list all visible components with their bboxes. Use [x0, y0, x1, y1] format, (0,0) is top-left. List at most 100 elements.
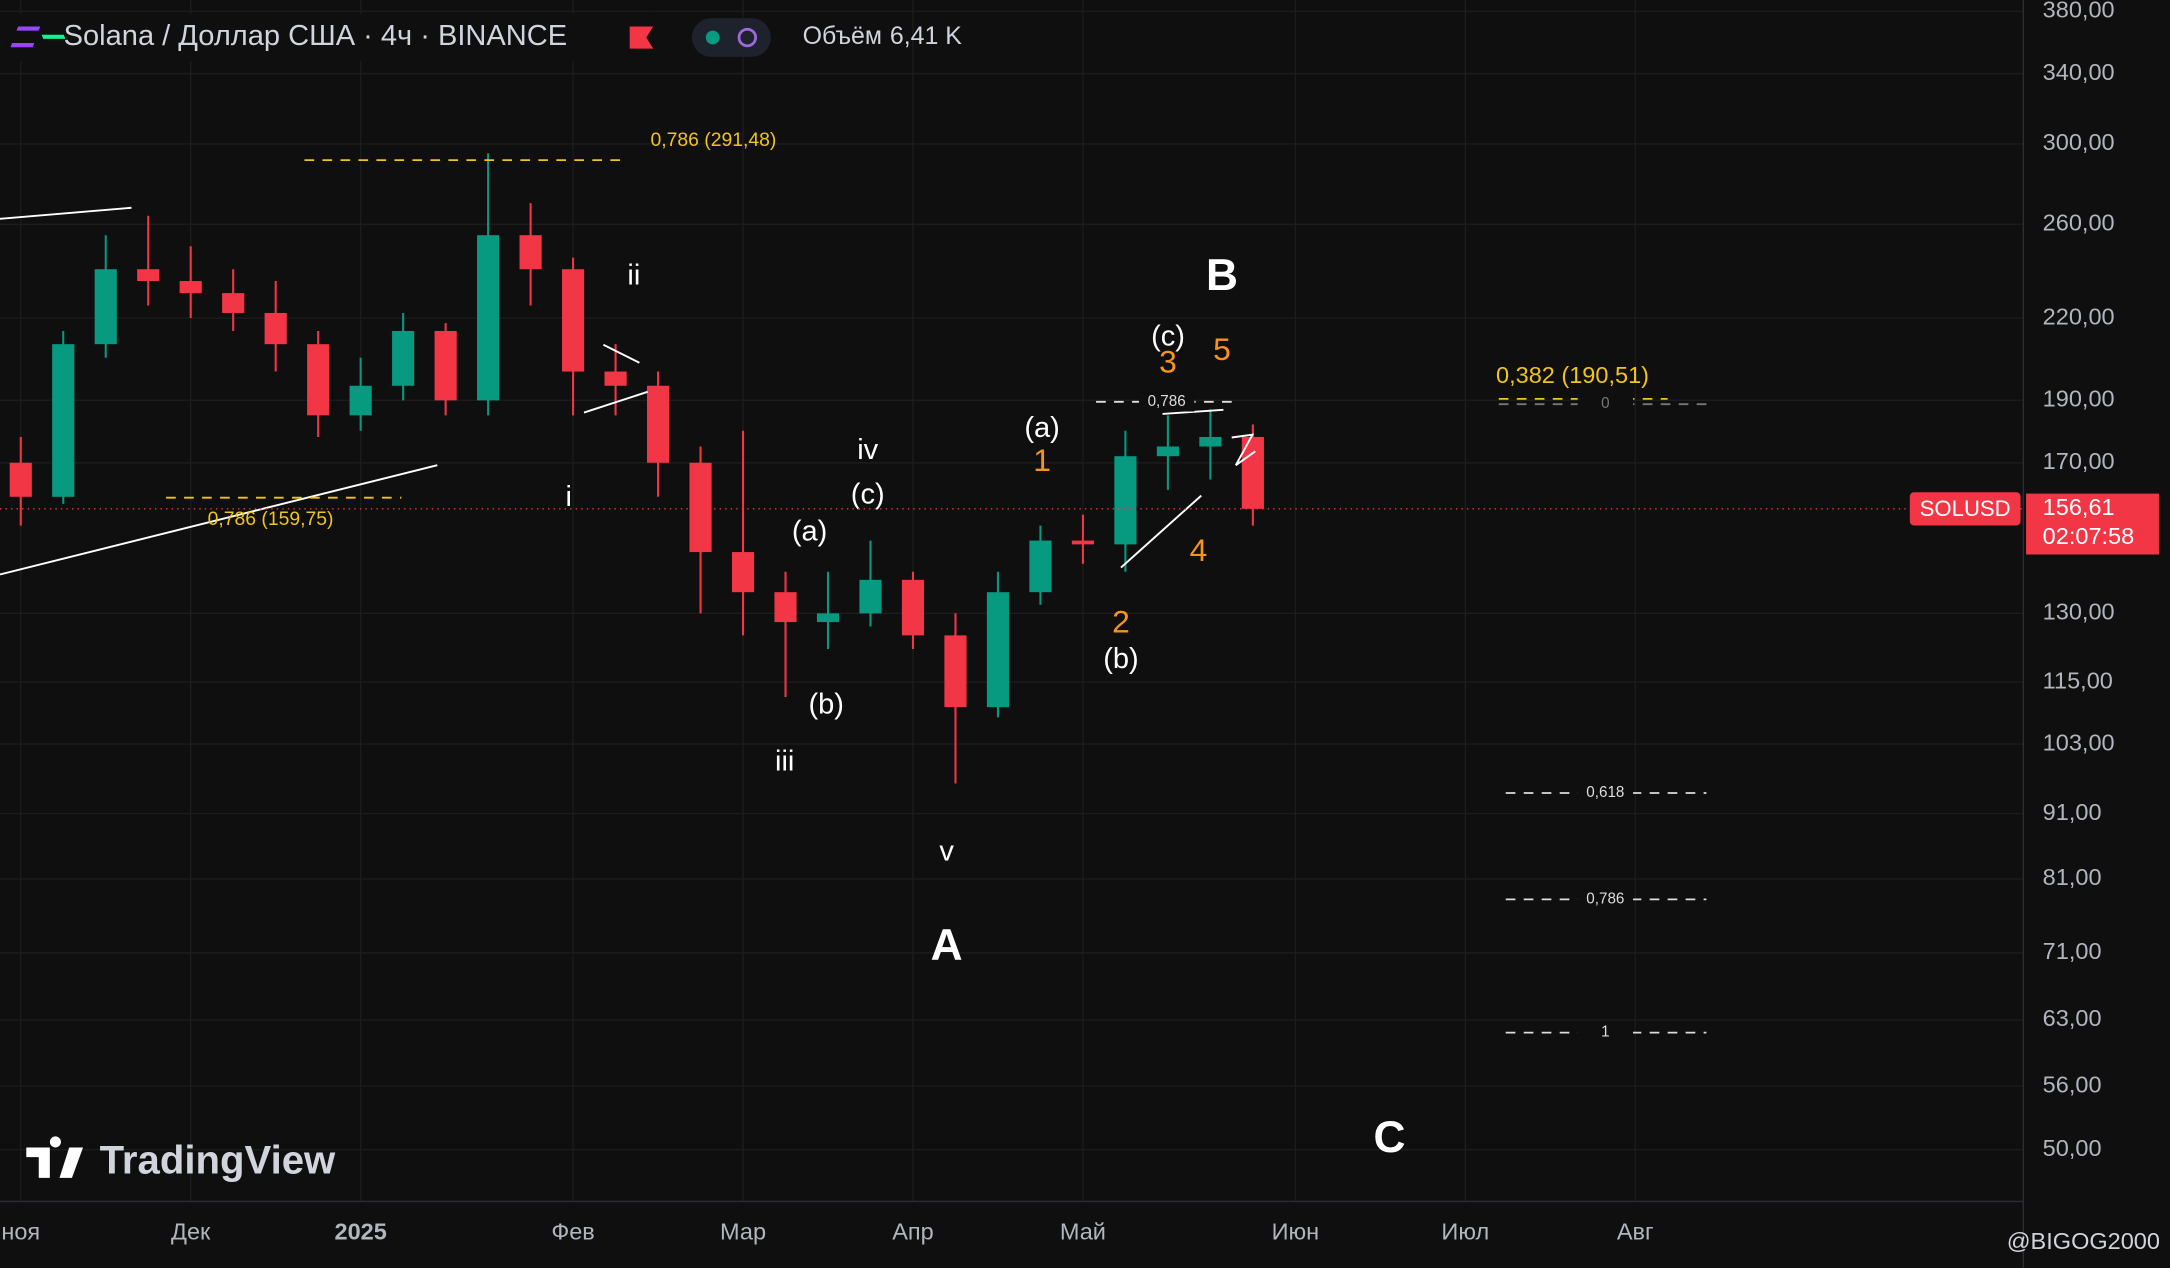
- x-tick-label: Дек: [171, 1218, 211, 1244]
- logo-text: TradingView: [100, 1137, 336, 1182]
- candle-body: [604, 371, 627, 386]
- symbol-icon: [10, 26, 66, 48]
- fib-label: 0,786 (291,48): [650, 129, 776, 151]
- candle-body: [944, 635, 967, 708]
- volume-label: Объём: [803, 22, 882, 50]
- y-tick-label: 190,00: [2043, 386, 2115, 412]
- candle-body: [646, 385, 670, 463]
- candle-body: [901, 579, 925, 636]
- wave-label: (a): [792, 516, 828, 548]
- icon-bar: [16, 26, 41, 31]
- x-tick-label: ноя: [1, 1218, 40, 1244]
- trend-line: [1231, 433, 1256, 466]
- y-tick-label: 103,00: [2043, 729, 2115, 755]
- trend-line: [1162, 408, 1224, 415]
- symbol-title[interactable]: Solana / Доллар США · 4ч · BINANCE: [64, 20, 567, 52]
- y-tick-label: 63,00: [2043, 1005, 2102, 1031]
- x-tick-label: 2025: [334, 1218, 386, 1244]
- candle-body: [519, 235, 542, 270]
- wave-label: B: [1206, 251, 1238, 300]
- x-tick-label: Авг: [1617, 1218, 1654, 1244]
- trend-lines: [0, 206, 1256, 576]
- logo: TradingView: [26, 1136, 336, 1182]
- volume-value: 6,41 K: [890, 22, 962, 50]
- candle-body: [731, 552, 755, 593]
- header-bg: [11, 14, 662, 62]
- candle-body: [986, 592, 1010, 708]
- y-tick-label: 81,00: [2043, 864, 2102, 890]
- candle-body: [689, 462, 712, 553]
- fib-label-bg: [1577, 783, 1634, 803]
- wave-label: iii: [775, 745, 794, 777]
- icon-bar: [10, 43, 35, 48]
- trend-line: [602, 343, 640, 364]
- candle-body: [349, 385, 372, 416]
- wave-label: v: [939, 835, 954, 867]
- y-tick-label: 115,00: [2043, 667, 2113, 693]
- fib-label: 0,618: [1586, 784, 1624, 801]
- x-tick-label: Фев: [551, 1218, 594, 1244]
- price-tag: SOLUSD 156,61 02:07:58: [0, 492, 2159, 555]
- candle-body: [9, 462, 32, 497]
- price-tag-bg: [2026, 493, 2159, 555]
- wave-label: iv: [857, 434, 878, 466]
- wave-label: i: [566, 481, 572, 513]
- candle-body: [562, 269, 585, 372]
- fib-label: 0,786: [1586, 890, 1624, 907]
- price-tag-value: 156,61: [2043, 494, 2115, 520]
- fib-label-bg: [1577, 394, 1634, 414]
- fib-label: 0,786 (159,75): [208, 508, 334, 530]
- wave-label: 5: [1213, 331, 1231, 367]
- fib-label-bg: [1577, 889, 1634, 910]
- share-icon: [737, 27, 758, 48]
- trend-line: [0, 206, 132, 220]
- candle-body: [1156, 446, 1179, 457]
- watermark: @BIGOG2000: [2007, 1228, 2160, 1254]
- wave-label: (c): [1151, 321, 1185, 353]
- candle-body: [222, 293, 245, 313]
- wave-label: C: [1373, 1113, 1405, 1162]
- candle-body: [392, 330, 415, 386]
- wave-label: 1: [1033, 442, 1051, 478]
- candle-body: [94, 269, 117, 345]
- logo-mark: [26, 1136, 84, 1178]
- fib-label: 0,786: [1148, 393, 1186, 410]
- y-tick-label: 170,00: [2043, 448, 2115, 474]
- wave-label: A: [931, 921, 963, 970]
- grid: [0, 0, 2024, 1202]
- trend-line: [583, 390, 648, 414]
- candle-body: [774, 592, 797, 623]
- candles: [9, 153, 1264, 784]
- candle-body: [264, 312, 287, 345]
- y-tick-label: 340,00: [2043, 59, 2115, 85]
- x-tick-label: Май: [1060, 1218, 1106, 1244]
- wave-label: 3: [1159, 344, 1177, 380]
- axes: 50,00 56,00 63,00 71,00 81,00 91,00 103,00 115,…: [1, 0, 2114, 1244]
- wave-labels: ii i iii iv v (a) (b) (c) A (a) 1 2 (b) …: [566, 251, 1406, 1162]
- y-tick-label: 260,00: [2043, 210, 2115, 236]
- candle-body: [816, 613, 840, 623]
- x-tick-label: Июл: [1441, 1218, 1489, 1244]
- candle-body: [307, 344, 330, 416]
- y-tick-label: 130,00: [2043, 599, 2115, 625]
- fib-label: 0: [1601, 395, 1609, 412]
- icon-bar: [41, 34, 66, 39]
- fib-label-bg: [1138, 392, 1195, 412]
- y-tick-label: 50,00: [2043, 1135, 2102, 1161]
- wave-label: ii: [627, 260, 640, 292]
- fib-label-bg: [1577, 1022, 1634, 1043]
- y-tick-label: 91,00: [2043, 799, 2102, 825]
- fib-label: 1: [1601, 1024, 1609, 1041]
- candle-body: [137, 269, 160, 282]
- symbol-tag-bg: [1909, 492, 2021, 526]
- candle-body: [179, 281, 202, 294]
- candle-body: [859, 579, 882, 614]
- wave-label: (c): [851, 478, 885, 510]
- candle-body: [1071, 540, 1094, 545]
- candle-body: [1199, 436, 1222, 447]
- indicator-pill[interactable]: [691, 18, 771, 57]
- flag-icon[interactable]: [629, 26, 654, 49]
- candle-body: [52, 344, 75, 497]
- wave-label: (b): [1103, 643, 1139, 675]
